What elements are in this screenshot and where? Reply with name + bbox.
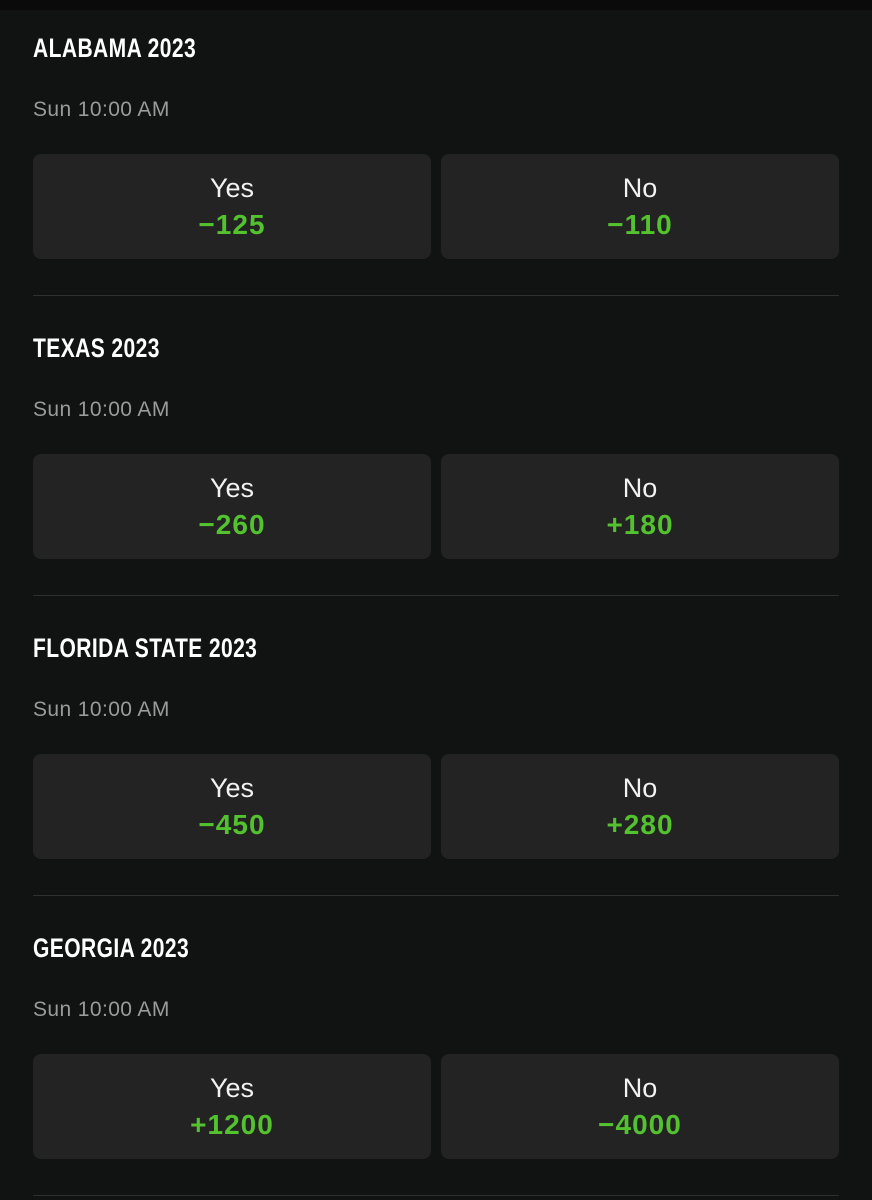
outcome-odds: +1200 bbox=[190, 1108, 274, 1140]
outcome-odds: −4000 bbox=[598, 1108, 682, 1140]
event-time: Sun 10:00 AM bbox=[33, 98, 170, 121]
event-time: Sun 10:00 AM bbox=[33, 698, 170, 721]
yes-outcome-button[interactable]: Yes −260 bbox=[33, 454, 431, 559]
outcome-odds: −110 bbox=[607, 208, 673, 240]
outcome-label: Yes bbox=[209, 1072, 255, 1103]
outcome-buttons-row: Yes +1200 No −4000 bbox=[33, 1054, 839, 1159]
yes-outcome-button[interactable]: Yes −125 bbox=[33, 154, 431, 259]
event-title-text: ALABAMA 2023 bbox=[33, 33, 197, 63]
event-time: Sun 10:00 AM bbox=[33, 998, 170, 1021]
no-outcome-button[interactable]: No −4000 bbox=[441, 1054, 839, 1159]
outcome-odds: −260 bbox=[198, 508, 266, 540]
event-title-text: GEORGIA 2023 bbox=[33, 933, 190, 963]
event-title-text: TEXAS 2023 bbox=[33, 333, 160, 363]
outcome-odds: +280 bbox=[606, 808, 674, 840]
outcome-odds: +180 bbox=[606, 508, 674, 540]
section-divider bbox=[33, 895, 839, 896]
event-title: GEORGIA 2023 bbox=[33, 935, 839, 962]
market-list: ALABAMA 2023 Sun 10:00 AM Yes −125 No −1… bbox=[0, 10, 872, 1196]
event-title: TEXAS 2023 bbox=[33, 335, 839, 362]
outcome-buttons-row: Yes −125 No −110 bbox=[33, 154, 839, 259]
outcome-buttons-row: Yes −450 No +280 bbox=[33, 754, 839, 859]
outcome-label: Yes bbox=[209, 772, 255, 803]
outcome-label: No bbox=[622, 772, 658, 803]
event-title: FLORIDA STATE 2023 bbox=[33, 635, 839, 662]
outcome-buttons-row: Yes −260 No +180 bbox=[33, 454, 839, 559]
event-title-text: FLORIDA STATE 2023 bbox=[33, 633, 258, 663]
yes-outcome-button[interactable]: Yes −450 bbox=[33, 754, 431, 859]
event-card-georgia: GEORGIA 2023 Sun 10:00 AM Yes +1200 No −… bbox=[0, 896, 872, 1196]
section-divider bbox=[33, 295, 839, 296]
event-title: ALABAMA 2023 bbox=[33, 35, 839, 62]
outcome-label: No bbox=[622, 472, 658, 503]
outcome-label: No bbox=[622, 172, 658, 203]
event-card-texas: TEXAS 2023 Sun 10:00 AM Yes −260 No +180 bbox=[0, 296, 872, 596]
event-card-florida-state: FLORIDA STATE 2023 Sun 10:00 AM Yes −450… bbox=[0, 596, 872, 896]
section-divider bbox=[33, 595, 839, 596]
section-divider bbox=[33, 1195, 839, 1196]
no-outcome-button[interactable]: No −110 bbox=[441, 154, 839, 259]
yes-outcome-button[interactable]: Yes +1200 bbox=[33, 1054, 431, 1159]
outcome-label: Yes bbox=[209, 172, 255, 203]
outcome-label: Yes bbox=[209, 472, 255, 503]
no-outcome-button[interactable]: No +280 bbox=[441, 754, 839, 859]
event-time: Sun 10:00 AM bbox=[33, 398, 170, 421]
outcome-odds: −450 bbox=[198, 808, 266, 840]
top-edge-strip bbox=[0, 0, 872, 10]
event-card-alabama: ALABAMA 2023 Sun 10:00 AM Yes −125 No −1… bbox=[0, 10, 872, 296]
outcome-odds: −125 bbox=[198, 208, 266, 240]
no-outcome-button[interactable]: No +180 bbox=[441, 454, 839, 559]
outcome-label: No bbox=[622, 1072, 658, 1103]
